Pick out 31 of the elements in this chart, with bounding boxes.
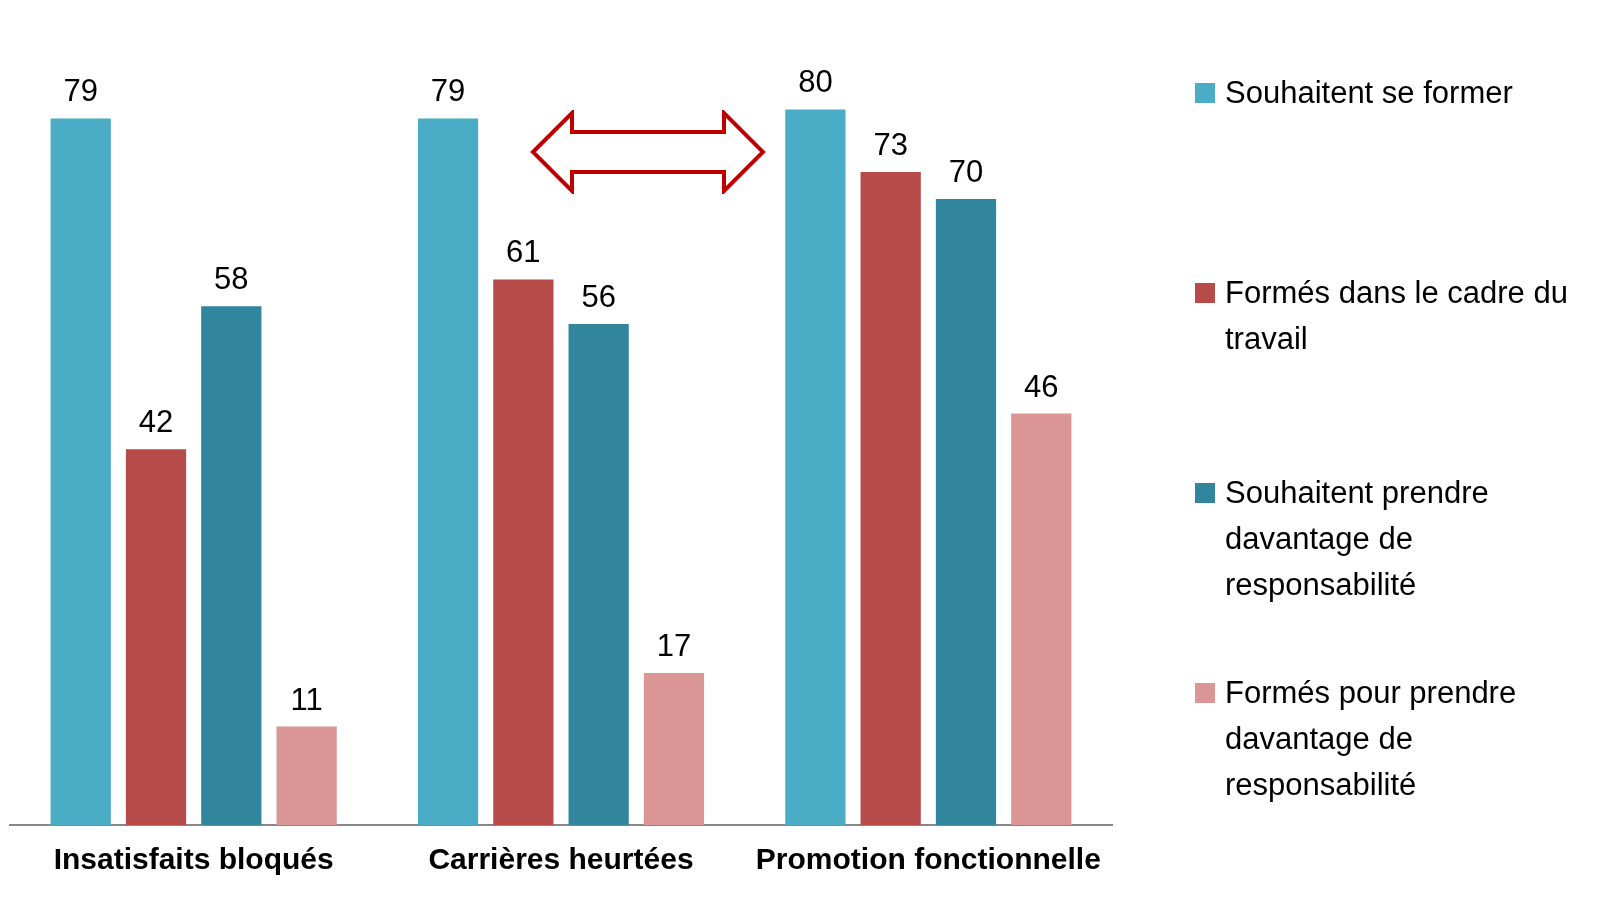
data-label: 11 bbox=[290, 681, 323, 717]
bar bbox=[201, 306, 262, 825]
data-label: 46 bbox=[1024, 368, 1059, 404]
x-tick-label: Insatisfaits bloqués bbox=[53, 842, 334, 876]
bar bbox=[785, 109, 846, 825]
data-label: 80 bbox=[798, 64, 833, 100]
data-label: 79 bbox=[63, 73, 98, 109]
bar bbox=[568, 324, 629, 825]
data-label: 17 bbox=[656, 627, 692, 663]
data-label: 61 bbox=[506, 234, 541, 270]
data-label: 42 bbox=[138, 404, 174, 440]
legend-label: Souhaitent prendre davantage de responsabilité bbox=[1225, 474, 1490, 604]
data-label: 73 bbox=[873, 127, 908, 163]
bar bbox=[860, 172, 921, 825]
data-label: 79 bbox=[430, 73, 466, 109]
legend-label: Formés pour prendre davantage de responsabilité bbox=[1225, 674, 1518, 804]
data-label: 58 bbox=[214, 261, 249, 297]
bar bbox=[935, 198, 997, 825]
x-tick-label: Carrières heurtées bbox=[428, 842, 694, 876]
bar bbox=[493, 279, 554, 825]
bar bbox=[125, 449, 187, 825]
legend-label: Formés dans le cadre du travail bbox=[1225, 274, 1569, 358]
bar bbox=[417, 118, 479, 825]
x-tick-label: Promotion fonctionnelle bbox=[755, 842, 1101, 876]
bar bbox=[50, 118, 111, 825]
data-label: 70 bbox=[948, 153, 984, 189]
legend-label: Souhaitent se former bbox=[1225, 74, 1513, 112]
data-label: 56 bbox=[581, 279, 616, 315]
bar bbox=[1011, 413, 1072, 825]
bar bbox=[276, 726, 337, 825]
bar bbox=[643, 672, 705, 825]
